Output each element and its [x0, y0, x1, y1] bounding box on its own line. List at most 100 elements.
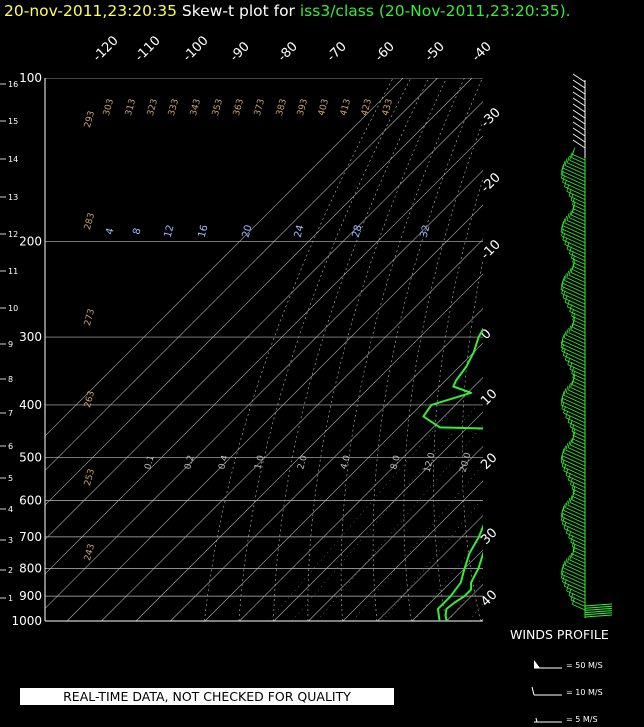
- wind-barb-feather: [560, 394, 564, 402]
- height-tick-label: 10: [8, 304, 18, 313]
- wind-barb-feather: [560, 451, 564, 459]
- wind-barb-feather: [561, 517, 565, 525]
- wind-barb-feather: [572, 312, 576, 321]
- wind-upper-barb: [572, 79, 586, 89]
- wind-barb: [565, 564, 586, 575]
- wind-barb: [561, 570, 586, 582]
- wind-barb: [560, 400, 586, 413]
- mixing-ratio-lower-label: 8.0: [389, 454, 402, 471]
- dewpoint-trace: [422, 328, 483, 621]
- wind-barb-feather: [570, 322, 574, 331]
- isotherm-line: [45, 78, 404, 437]
- wind-barb: [569, 502, 586, 510]
- wind-barb-feather: [566, 184, 570, 192]
- mixing-ratio-upper-label: 8: [131, 227, 143, 236]
- temperature-trace: [444, 551, 483, 621]
- half-barb-icon: [534, 717, 562, 723]
- dry-adiabat: [517, 78, 572, 621]
- wind-barb: [560, 174, 586, 186]
- wind-barb-feather: [565, 500, 568, 508]
- height-tick-label: 15: [8, 117, 18, 126]
- wind-barb-feather: [571, 377, 575, 385]
- pressure-tick-label: 600: [19, 494, 42, 508]
- wind-barb: [570, 272, 586, 280]
- wind-barb-feather: [570, 265, 574, 273]
- wind-barb: [569, 159, 586, 168]
- wind-barb-feather: [571, 150, 574, 158]
- wind-barb-feather: [560, 397, 564, 405]
- mixing-ratio-line: [469, 602, 483, 621]
- dry-adiabat: [592, 78, 644, 621]
- wind-barb: [562, 239, 586, 251]
- wind-barb: [561, 350, 586, 362]
- wind-barb-feather: [562, 160, 566, 169]
- wind-barb: [562, 523, 586, 535]
- wind-barb-feather: [564, 295, 568, 303]
- wind-barb-feather: [569, 495, 573, 503]
- isotherm-line: [45, 78, 473, 506]
- wind-barb-feather: [572, 197, 575, 205]
- height-tick-label: 9: [8, 340, 13, 349]
- mixing-ratio-line: [531, 405, 644, 621]
- mixing-ratio-upper-label: 28: [351, 224, 365, 239]
- wind-barb-feather: [563, 330, 567, 338]
- wind-upper-barb: [572, 73, 586, 83]
- clipped-grid: [45, 78, 644, 621]
- wind-barb: [572, 326, 586, 334]
- wind-barb-feather: [572, 262, 575, 270]
- theta-left-label: 263: [83, 390, 97, 409]
- wind-barb-feather: [571, 492, 575, 500]
- wind-barb-feather: [570, 207, 574, 216]
- wind-barb-feather: [567, 497, 571, 506]
- wind-barb-feather: [571, 435, 575, 443]
- wind-barb: [561, 285, 586, 298]
- wind-barb-feather: [568, 383, 571, 391]
- wind-barb: [571, 556, 586, 564]
- wind-barb: [572, 553, 586, 560]
- wind-barb: [563, 337, 586, 348]
- wind-barb-feather: [569, 304, 573, 312]
- wind-upper-barb: [572, 115, 586, 125]
- pressure-tick-label: 800: [19, 561, 42, 575]
- wind-barb: [561, 512, 586, 524]
- wind-barb: [572, 154, 586, 161]
- wind-barb-feather: [560, 509, 564, 517]
- dry-adiabat: [433, 177, 483, 621]
- wind-barb: [561, 466, 586, 478]
- wind-barb-feather: [572, 370, 576, 378]
- wind-barb-feather: [561, 228, 564, 236]
- quality-notice: REAL-TIME DATA, NOT CHECKED FOR QUALITY: [20, 688, 394, 705]
- mixing-ratio-line: [316, 424, 483, 621]
- right-temperature-label: -30: [478, 105, 504, 131]
- wind-barb-feather: [562, 574, 565, 582]
- theta-top-label: 413: [339, 98, 353, 117]
- dry-adiabat: [639, 78, 644, 621]
- wind-barb: [565, 507, 586, 517]
- height-tick-label: 12: [8, 230, 18, 239]
- height-tick-label: 1: [8, 594, 13, 603]
- dry-adiabat: [307, 78, 447, 621]
- mixing-ratio-line: [352, 464, 483, 621]
- theta-top-label: 433: [381, 98, 395, 117]
- wind-barb: [562, 181, 586, 193]
- wind-barb-feather: [569, 419, 573, 428]
- wind-barb-feather: [571, 424, 575, 432]
- isotherm-line: [377, 515, 483, 621]
- theta-left-label: 253: [83, 468, 97, 487]
- pressure-tick-label: 300: [19, 330, 42, 344]
- wind-barb: [563, 452, 586, 463]
- wind-barb: [563, 470, 586, 481]
- wind-barb: [562, 340, 586, 352]
- isotherm-line: [66, 204, 483, 621]
- theta-top-label: 383: [275, 98, 289, 117]
- mixing-ratio-lower-label: 0.1: [143, 454, 156, 470]
- height-tick-label: 8: [8, 375, 13, 384]
- wind-barb: [572, 211, 586, 218]
- mixing-ratio-lower-label: 0.4: [217, 454, 230, 471]
- wind-barb-feather: [571, 550, 575, 558]
- wind-barb-feather: [569, 153, 573, 161]
- wind-barb: [566, 277, 586, 287]
- theta-top-label: 353: [211, 98, 225, 117]
- wind-barb-feather: [569, 552, 573, 561]
- mixing-ratio-line: [448, 576, 483, 621]
